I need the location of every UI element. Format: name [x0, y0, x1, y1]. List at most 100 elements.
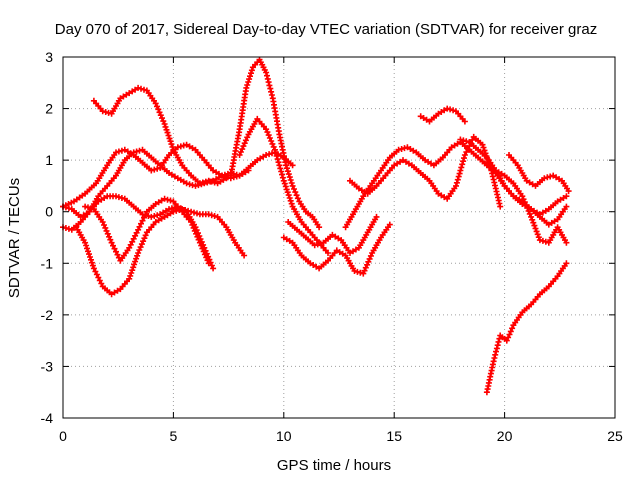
y-axis-label: SDTVAR / TECUs	[6, 178, 23, 298]
data-point	[460, 158, 467, 165]
y-tick-label: -2	[41, 307, 54, 323]
data-point	[457, 167, 464, 174]
data-point	[188, 208, 195, 215]
label-layer: 0 5 10 15 20 25 -4 -3 -2 -1 0 1 2 3	[41, 49, 623, 444]
data-point	[491, 355, 498, 361]
data-point	[274, 156, 281, 163]
data-point	[168, 205, 175, 212]
data-point	[507, 328, 514, 335]
data-point	[83, 242, 90, 249]
data-point	[162, 123, 169, 130]
data-point	[284, 165, 290, 172]
data-point	[386, 221, 393, 228]
series-track-6	[82, 195, 212, 267]
data-point	[285, 192, 292, 199]
chart-title: Day 070 of 2017, Sidereal Day-to-day VTE…	[55, 21, 597, 38]
data-point	[263, 152, 270, 158]
data-point	[563, 193, 570, 200]
data-point	[130, 264, 137, 271]
data-point	[461, 155, 467, 162]
data-point	[205, 260, 212, 267]
data-point	[233, 173, 240, 180]
data-point	[450, 107, 457, 114]
data-point	[151, 166, 158, 173]
data-point	[129, 267, 136, 274]
data-point	[88, 259, 95, 266]
data-point	[288, 200, 295, 207]
data-point	[210, 265, 217, 272]
data-point	[133, 255, 140, 262]
data-point	[316, 224, 323, 231]
data-point	[275, 159, 282, 166]
data-point	[264, 75, 271, 82]
data-point	[85, 204, 91, 211]
data-point	[288, 180, 295, 186]
data-point	[115, 194, 122, 201]
data-point	[267, 85, 274, 92]
data-point	[293, 192, 300, 199]
series-track-2	[90, 84, 230, 187]
data-point	[289, 162, 296, 169]
y-tick-label: 3	[45, 49, 53, 65]
data-point	[90, 265, 97, 272]
series-track-13	[417, 105, 468, 125]
data-point	[208, 178, 215, 185]
data-point	[265, 132, 272, 139]
plot-frame	[62, 56, 616, 419]
data-point	[132, 258, 139, 265]
data-point	[529, 216, 536, 223]
data-point	[289, 182, 296, 189]
data-point	[459, 161, 466, 168]
data-point	[294, 195, 301, 202]
data-point	[314, 241, 321, 248]
data-point	[148, 167, 155, 174]
data-point	[268, 92, 275, 98]
data-point	[86, 251, 92, 258]
data-point	[364, 261, 371, 268]
data-point	[539, 237, 546, 244]
data-point	[268, 138, 275, 144]
data-point	[245, 79, 252, 85]
series-track-15	[483, 260, 570, 396]
data-point	[563, 239, 570, 246]
data-point	[496, 200, 503, 207]
x-tick-label: 25	[607, 428, 623, 444]
data-point	[138, 85, 144, 92]
data-point	[277, 165, 284, 172]
data-point	[88, 256, 94, 263]
tick-layer	[62, 56, 616, 419]
data-point	[506, 331, 513, 338]
data-point	[480, 144, 487, 151]
data-point	[292, 189, 299, 196]
data-point	[102, 109, 109, 115]
data-point	[174, 144, 181, 151]
y-tick-label: -1	[41, 255, 54, 271]
data-point	[354, 268, 361, 275]
y-tick-label: 1	[45, 152, 53, 168]
data-point	[263, 69, 270, 76]
data-point	[248, 70, 254, 77]
data-point	[357, 269, 364, 276]
data-point	[113, 149, 119, 156]
data-point	[199, 179, 206, 186]
data-point	[535, 234, 542, 241]
data-point	[283, 162, 289, 169]
data-point	[493, 345, 500, 352]
x-tick-label: 20	[497, 428, 513, 444]
data-point	[458, 164, 465, 171]
data-point	[246, 76, 253, 83]
series-track-8	[236, 115, 331, 256]
data-point	[541, 175, 548, 182]
data-point	[563, 203, 570, 210]
data-point	[497, 203, 504, 210]
data-point	[457, 136, 464, 143]
data-point	[186, 181, 193, 188]
data-point	[282, 183, 289, 190]
data-point	[454, 176, 461, 183]
data-point	[351, 268, 358, 274]
y-tick-label: 2	[45, 101, 53, 117]
series-layer	[60, 56, 572, 396]
data-point	[161, 195, 168, 202]
data-point	[284, 168, 291, 175]
data-point	[127, 272, 134, 279]
